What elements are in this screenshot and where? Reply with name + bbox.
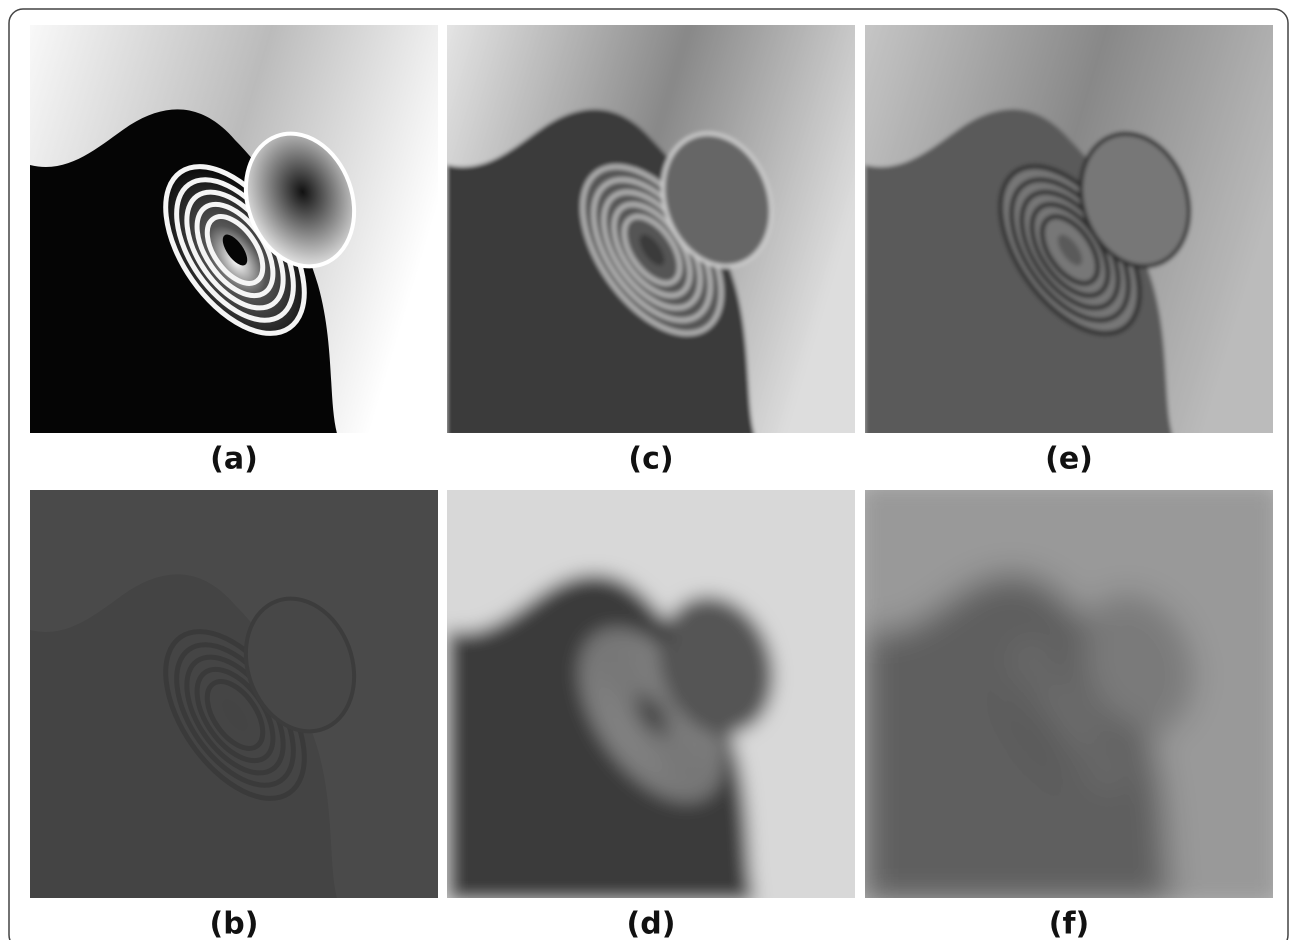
panel-content — [427, 470, 875, 918]
panel-label: (c) — [628, 442, 673, 477]
panel-label: (d) — [627, 907, 676, 940]
panel-label: (b) — [210, 907, 259, 940]
panel-body — [845, 5, 1292, 453]
panel-body — [427, 5, 875, 453]
panel-content — [10, 5, 458, 453]
panel-image — [845, 470, 1292, 918]
panel-image — [845, 5, 1292, 453]
panel-body — [10, 5, 458, 453]
panel-image — [427, 470, 875, 918]
panel-body — [10, 470, 458, 918]
panel-label: (a) — [210, 442, 258, 477]
panel-body — [427, 470, 875, 918]
panel-content — [845, 5, 1292, 453]
panel-body — [845, 470, 1292, 918]
panel-label: (f) — [1049, 907, 1089, 940]
panel-image — [10, 470, 458, 918]
figure: (a) (c) (e) (b) (d) (f) — [0, 0, 1292, 940]
panel-content — [845, 470, 1292, 918]
panel-image — [427, 5, 875, 453]
panel-label: (e) — [1045, 442, 1093, 477]
panel-image — [10, 5, 458, 453]
panel-content — [427, 5, 875, 453]
panel-content — [10, 470, 458, 918]
